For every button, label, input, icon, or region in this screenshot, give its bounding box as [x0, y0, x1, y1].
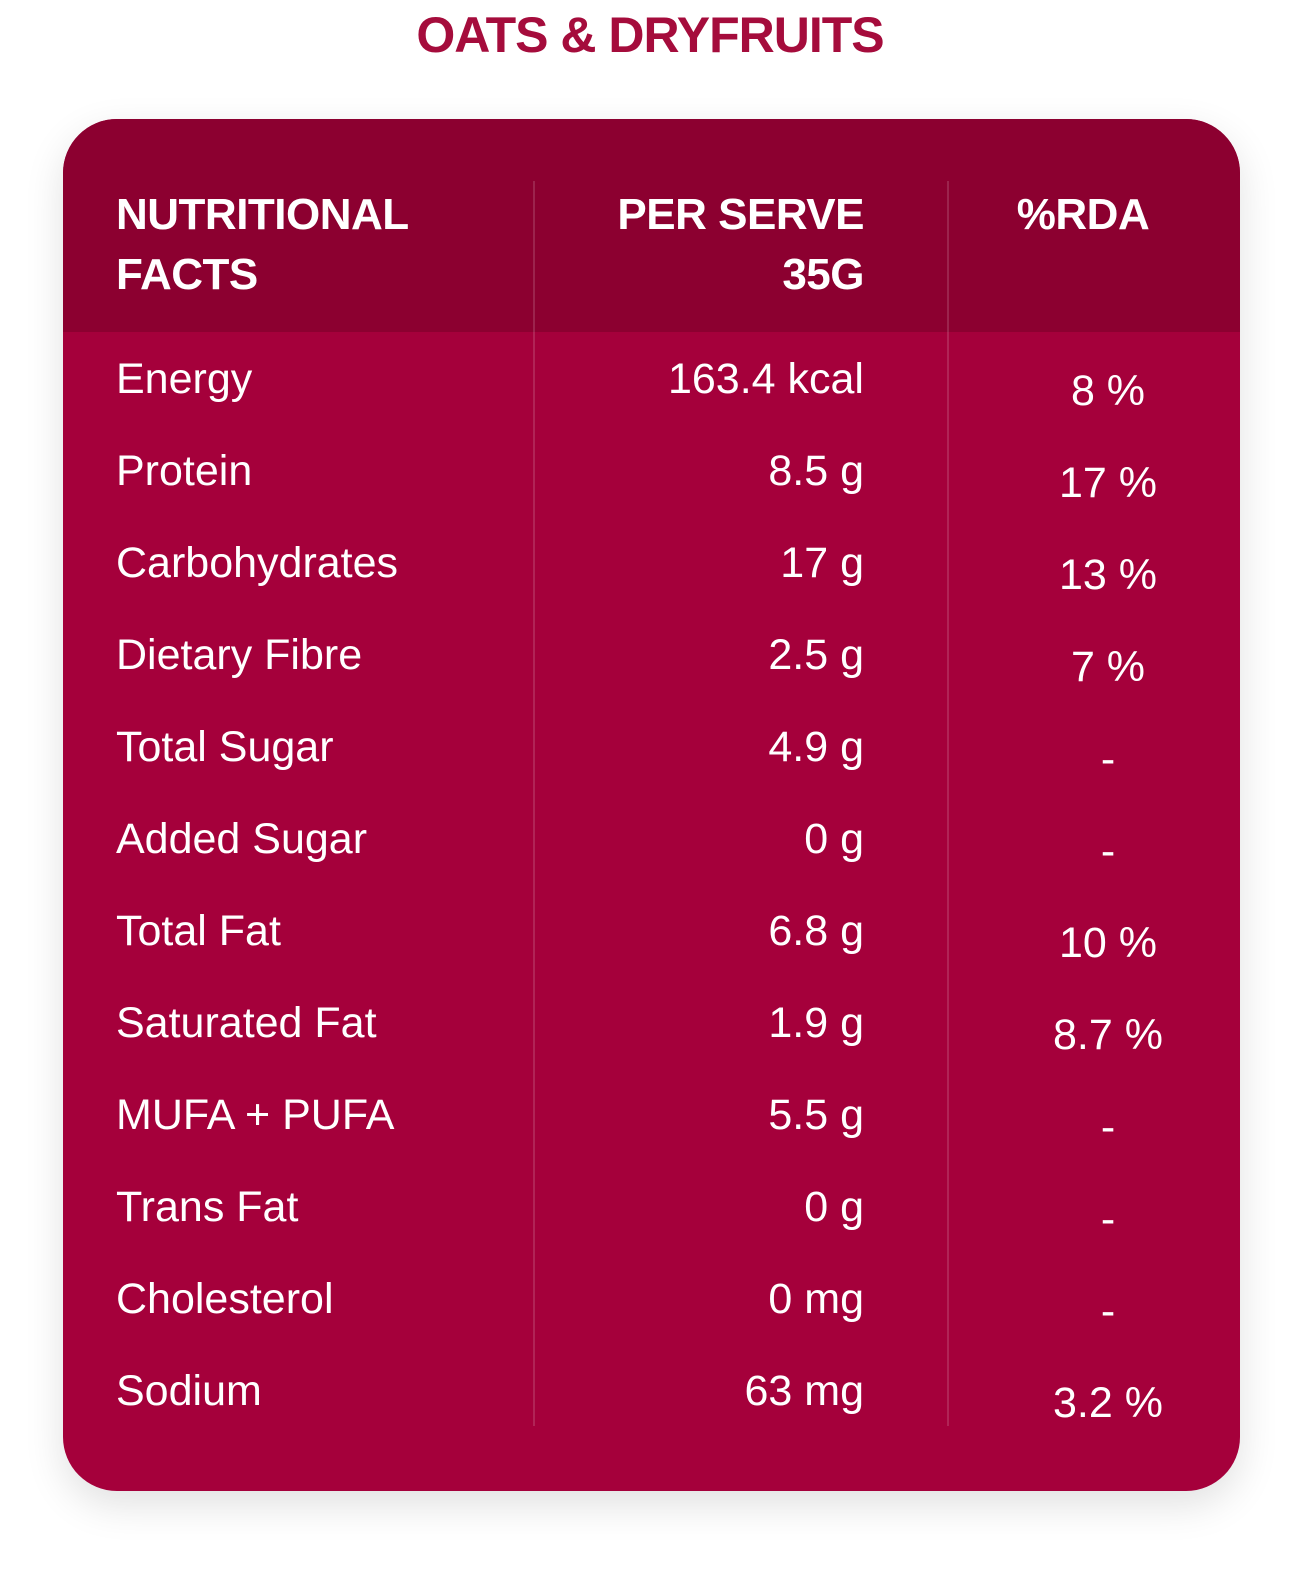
header-nutritional-facts: NUTRITIONAL FACTS [116, 185, 516, 305]
per-serve-value: 0 mg [768, 1275, 864, 1323]
table-body: Energy 163.4 kcal 8 % Protein 8.5 g 17 % Carbo… [63, 344, 1240, 1448]
table-row: Trans Fat 0 g - [63, 1172, 1240, 1264]
table-row: Total Sugar 4.9 g - [63, 712, 1240, 804]
table-row: Cholesterol 0 mg - [63, 1264, 1240, 1356]
nutrition-table: NUTRITIONAL FACTS PER SERVE 35G %RDA Ene… [63, 119, 1240, 1491]
nutrient-name: Trans Fat [116, 1183, 299, 1231]
rda-value: 13 % [1058, 551, 1157, 599]
nutrient-name: Cholesterol [116, 1275, 334, 1323]
nutrient-name: Dietary Fibre [116, 631, 363, 679]
per-serve-value: 63 mg [744, 1367, 864, 1415]
rda-value: - [1100, 1287, 1116, 1335]
rda-value: - [1100, 827, 1116, 875]
table-row: Added Sugar 0 g - [63, 804, 1240, 896]
column-divider [533, 181, 535, 1426]
rda-value: 17 % [1058, 459, 1157, 507]
per-serve-value: 4.9 g [768, 723, 864, 771]
table-row: Total Fat 6.8 g 10 % [63, 896, 1240, 988]
nutrient-name: Protein [116, 447, 253, 495]
table-row: MUFA + PUFA 5.5 g - [63, 1080, 1240, 1172]
table-row: Saturated Fat 1.9 g 8.7 % [63, 988, 1240, 1080]
rda-value: - [1100, 735, 1116, 783]
per-serve-value: 0 g [804, 1183, 864, 1231]
nutrient-name: Added Sugar [116, 815, 368, 863]
rda-value: 7 % [1070, 643, 1146, 691]
per-serve-value: 8.5 g [768, 447, 864, 495]
header-nutritional-facts-line1: NUTRITIONAL [116, 190, 409, 239]
rda-value: 10 % [1058, 919, 1157, 967]
nutrient-name: Saturated Fat [116, 999, 377, 1047]
per-serve-value: 17 g [780, 539, 864, 587]
header-per-serve-line1: PER SERVE [617, 190, 864, 239]
header-per-serve-line2: 35G [782, 250, 864, 299]
per-serve-value: 163.4 kcal [667, 355, 864, 403]
per-serve-value: 0 g [804, 815, 864, 863]
rda-value: 8 % [1070, 367, 1146, 415]
header-nutritional-facts-line2: FACTS [116, 250, 258, 299]
nutrient-name: Carbohydrates [116, 539, 399, 587]
nutrient-name: Sodium [116, 1367, 262, 1415]
header-rda: %RDA [1016, 190, 1150, 239]
per-serve-value: 1.9 g [768, 999, 864, 1047]
table-row: Sodium 63 mg 3.2 % [63, 1356, 1240, 1448]
rda-value: 8.7 % [1053, 1011, 1163, 1059]
table-row: Dietary Fibre 2.5 g 7 % [63, 620, 1240, 712]
column-divider [947, 181, 949, 1426]
table-row: Protein 8.5 g 17 % [63, 436, 1240, 528]
nutrient-name: Energy [116, 355, 253, 403]
page-title: OATS & DRYFRUITS [416, 7, 884, 63]
per-serve-value: 5.5 g [768, 1091, 864, 1139]
per-serve-value: 2.5 g [768, 631, 864, 679]
header-per-serve: PER SERVE 35G [543, 185, 864, 305]
table-header: NUTRITIONAL FACTS PER SERVE 35G %RDA [63, 119, 1240, 332]
rda-value: - [1100, 1103, 1116, 1151]
table-row: Energy 163.4 kcal 8 % [63, 344, 1240, 436]
table-row: Carbohydrates 17 g 13 % [63, 528, 1240, 620]
rda-value: 3.2 % [1053, 1379, 1163, 1427]
per-serve-value: 6.8 g [768, 907, 864, 955]
nutrient-name: Total Sugar [116, 723, 334, 771]
nutrient-name: MUFA + PUFA [116, 1091, 395, 1139]
rda-value: - [1100, 1195, 1116, 1243]
nutrient-name: Total Fat [116, 907, 281, 955]
